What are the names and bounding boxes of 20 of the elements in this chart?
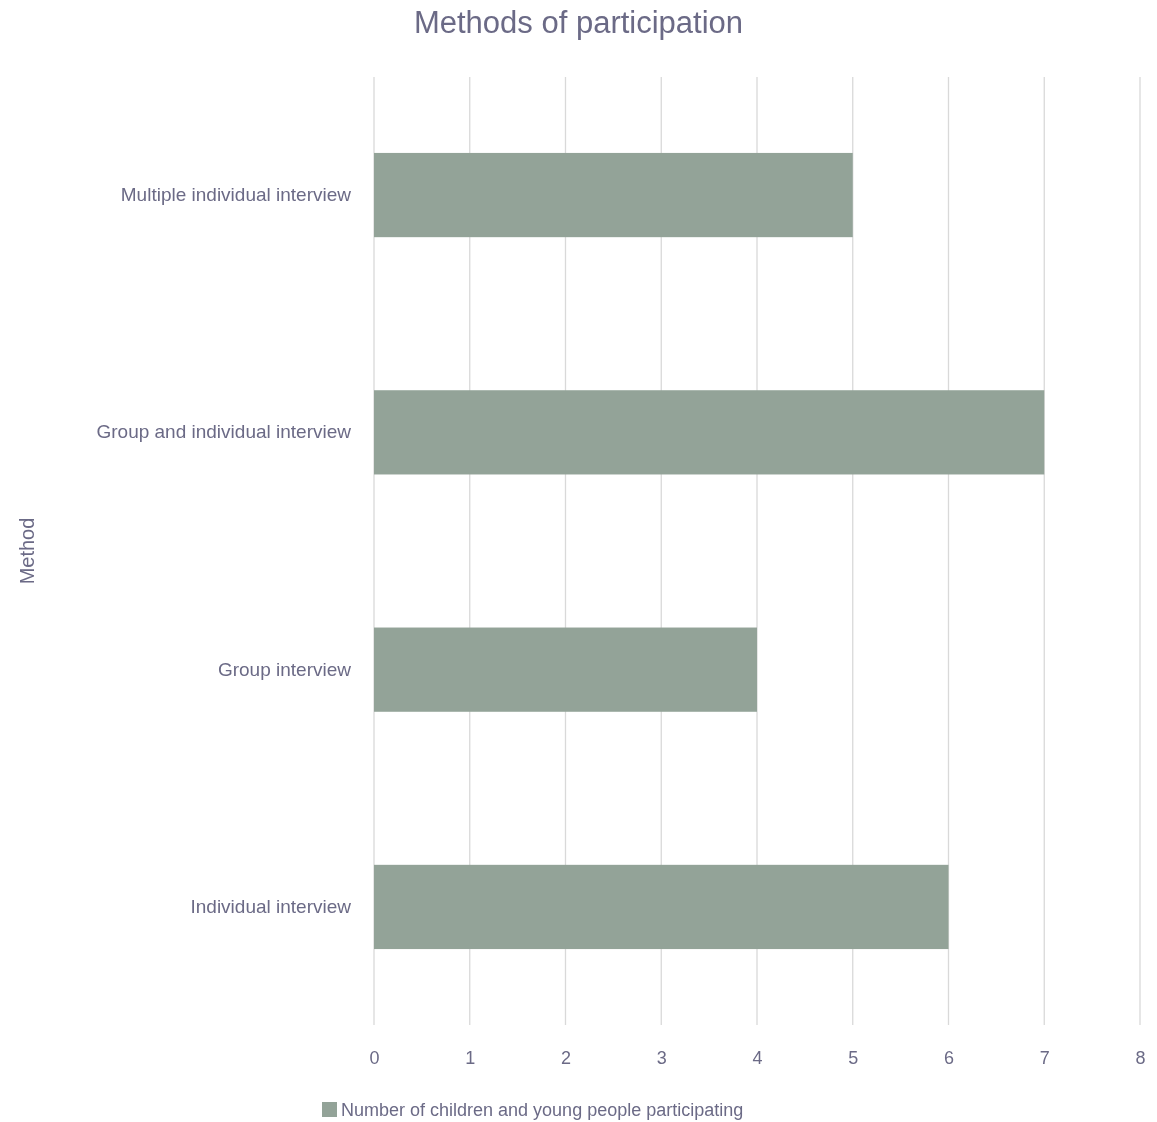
x-tick-label: 4	[752, 1047, 763, 1068]
y-tick-label: Individual interview	[190, 896, 352, 918]
x-tick-label: 3	[656, 1047, 667, 1068]
legend-label: Number of children and young people participating	[341, 1100, 744, 1120]
y-tick-label: Group interview	[217, 658, 352, 680]
y-axis-title: Method	[16, 517, 38, 585]
chart-title: Methods of participation	[413, 5, 744, 40]
bar	[374, 390, 1045, 475]
x-tick-label: 1	[465, 1047, 476, 1068]
x-tick-label: 7	[1039, 1047, 1050, 1068]
x-tick-label: 2	[560, 1047, 572, 1068]
y-tick-label: Multiple individual interview	[120, 184, 352, 206]
x-tick-label: 6	[943, 1047, 955, 1068]
bar	[374, 627, 757, 712]
y-tick-label: Group and individual interview	[96, 421, 352, 443]
x-tick-label: 0	[369, 1047, 380, 1068]
x-tick-label: 8	[1135, 1047, 1146, 1068]
x-tick-label: 5	[848, 1047, 859, 1068]
bar	[374, 864, 949, 950]
bar	[374, 152, 853, 238]
